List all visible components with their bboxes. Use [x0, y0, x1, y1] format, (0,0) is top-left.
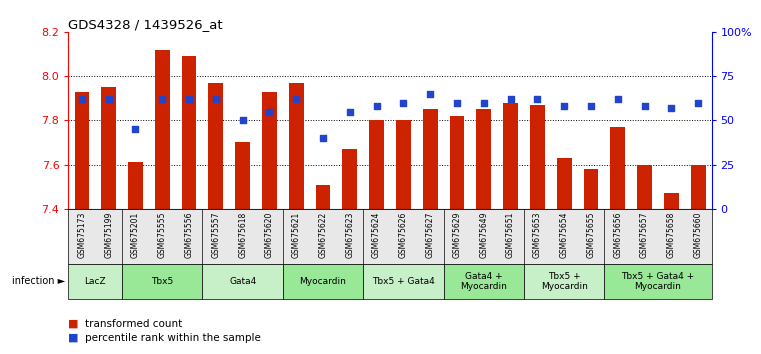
Point	[210, 96, 222, 102]
Point	[237, 118, 249, 123]
Text: GSM675627: GSM675627	[425, 212, 435, 258]
Text: GSM675651: GSM675651	[506, 212, 515, 258]
Bar	[584, 169, 598, 209]
Point	[451, 100, 463, 105]
Text: GSM675655: GSM675655	[587, 212, 595, 258]
Point	[317, 135, 329, 141]
Point	[585, 103, 597, 109]
Bar	[101, 87, 116, 209]
Bar	[182, 56, 196, 209]
Point	[103, 96, 115, 102]
Text: transformed count: transformed count	[85, 319, 183, 329]
Text: GSM675173: GSM675173	[78, 212, 87, 258]
Text: GSM675556: GSM675556	[185, 212, 193, 258]
Point	[183, 96, 195, 102]
Text: GSM675656: GSM675656	[613, 212, 622, 258]
Point	[156, 96, 168, 102]
Text: GSM675653: GSM675653	[533, 212, 542, 258]
Bar	[450, 116, 464, 209]
Point	[558, 103, 570, 109]
Text: infection ►: infection ►	[11, 276, 65, 286]
Text: GSM675658: GSM675658	[667, 212, 676, 258]
Bar	[202, 264, 283, 299]
Bar	[122, 264, 202, 299]
Bar	[610, 127, 625, 209]
Text: Tbx5: Tbx5	[151, 277, 174, 286]
Bar	[664, 193, 679, 209]
Point	[612, 96, 624, 102]
Text: GSM675199: GSM675199	[104, 212, 113, 258]
Point	[505, 96, 517, 102]
Point	[424, 91, 436, 97]
Text: GSM675660: GSM675660	[693, 212, 702, 258]
Bar	[75, 92, 89, 209]
Text: GSM675622: GSM675622	[319, 212, 327, 258]
Text: GSM675618: GSM675618	[238, 212, 247, 258]
Bar	[262, 92, 277, 209]
Text: GSM675621: GSM675621	[291, 212, 301, 258]
Point	[478, 100, 490, 105]
Bar	[363, 264, 444, 299]
Text: GSM675629: GSM675629	[453, 212, 461, 258]
Point	[665, 105, 677, 111]
Bar	[396, 120, 411, 209]
Text: ■: ■	[68, 319, 82, 329]
Bar	[423, 109, 438, 209]
Point	[290, 96, 302, 102]
Bar	[68, 264, 122, 299]
Text: GSM675649: GSM675649	[479, 212, 489, 258]
Text: Gata4: Gata4	[229, 277, 256, 286]
Bar	[524, 264, 604, 299]
Text: Gata4 +
Myocardin: Gata4 + Myocardin	[460, 272, 508, 291]
Bar	[155, 50, 170, 209]
Bar	[283, 264, 363, 299]
Point	[129, 126, 142, 132]
Point	[397, 100, 409, 105]
Bar	[369, 120, 384, 209]
Bar	[444, 264, 524, 299]
Text: GSM675624: GSM675624	[372, 212, 381, 258]
Bar	[530, 105, 545, 209]
Text: LacZ: LacZ	[84, 277, 106, 286]
Bar	[691, 165, 705, 209]
Text: GSM675555: GSM675555	[158, 212, 167, 258]
Bar	[503, 103, 518, 209]
Point	[76, 96, 88, 102]
Text: GDS4328 / 1439526_at: GDS4328 / 1439526_at	[68, 18, 223, 31]
Text: GSM675626: GSM675626	[399, 212, 408, 258]
Bar	[557, 158, 572, 209]
Bar	[209, 83, 223, 209]
Bar	[476, 109, 491, 209]
Bar	[604, 264, 712, 299]
Bar	[342, 149, 357, 209]
Bar	[316, 184, 330, 209]
Bar	[235, 142, 250, 209]
Text: GSM675657: GSM675657	[640, 212, 649, 258]
Text: GSM675623: GSM675623	[345, 212, 355, 258]
Bar	[128, 162, 143, 209]
Text: Tbx5 + Gata4: Tbx5 + Gata4	[372, 277, 435, 286]
Point	[638, 103, 651, 109]
Text: percentile rank within the sample: percentile rank within the sample	[85, 333, 261, 343]
Text: Myocardin: Myocardin	[300, 277, 346, 286]
Point	[531, 96, 543, 102]
Point	[344, 109, 356, 114]
Text: Tbx5 +
Myocardin: Tbx5 + Myocardin	[541, 272, 587, 291]
Text: GSM675201: GSM675201	[131, 212, 140, 258]
Text: GSM675654: GSM675654	[559, 212, 568, 258]
Text: GSM675620: GSM675620	[265, 212, 274, 258]
Bar	[637, 165, 652, 209]
Point	[371, 103, 383, 109]
Point	[692, 100, 704, 105]
Bar	[289, 83, 304, 209]
Text: GSM675557: GSM675557	[212, 212, 221, 258]
Point	[263, 109, 275, 114]
Text: ■: ■	[68, 333, 82, 343]
Text: Tbx5 + Gata4 +
Myocardin: Tbx5 + Gata4 + Myocardin	[622, 272, 695, 291]
